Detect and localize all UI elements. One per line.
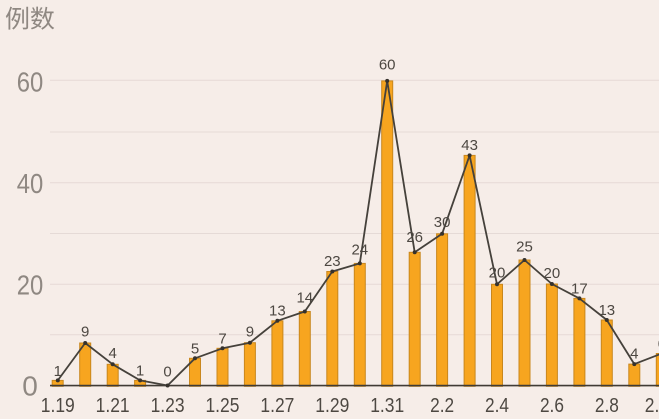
svg-text:20: 20 — [544, 265, 561, 282]
svg-text:1.25: 1.25 — [205, 395, 239, 417]
svg-text:1.29: 1.29 — [315, 395, 349, 417]
svg-text:26: 26 — [406, 229, 423, 246]
svg-text:40: 40 — [17, 168, 44, 199]
svg-text:1.27: 1.27 — [260, 395, 294, 417]
svg-text:14: 14 — [296, 289, 313, 306]
svg-text:0: 0 — [22, 371, 38, 402]
svg-text:4: 4 — [630, 346, 638, 363]
svg-text:24: 24 — [351, 241, 368, 258]
svg-text:1: 1 — [54, 363, 62, 380]
svg-text:1.19: 1.19 — [41, 395, 75, 417]
svg-text:13: 13 — [269, 302, 286, 319]
svg-text:60: 60 — [17, 66, 44, 97]
svg-text:60: 60 — [379, 56, 396, 73]
svg-text:2.10: 2.10 — [645, 395, 659, 417]
svg-text:30: 30 — [434, 214, 451, 231]
svg-text:2.4: 2.4 — [485, 395, 509, 417]
svg-text:43: 43 — [461, 137, 478, 154]
svg-text:0: 0 — [163, 363, 171, 380]
svg-text:20: 20 — [489, 264, 506, 281]
svg-text:6: 6 — [658, 336, 659, 353]
svg-text:1.21: 1.21 — [96, 395, 130, 417]
svg-text:17: 17 — [571, 280, 588, 297]
svg-text:9: 9 — [81, 324, 89, 341]
svg-text:23: 23 — [324, 253, 341, 270]
svg-text:13: 13 — [598, 302, 615, 319]
svg-text:20: 20 — [17, 269, 44, 300]
svg-text:2.8: 2.8 — [595, 395, 619, 417]
svg-text:2.6: 2.6 — [540, 395, 564, 417]
svg-text:1: 1 — [136, 362, 144, 379]
svg-text:4: 4 — [109, 345, 117, 362]
svg-text:5: 5 — [191, 341, 199, 358]
svg-text:9: 9 — [246, 324, 254, 341]
svg-text:25: 25 — [516, 239, 533, 256]
svg-text:7: 7 — [218, 330, 226, 347]
svg-text:1.23: 1.23 — [151, 395, 185, 417]
svg-text:1.31: 1.31 — [370, 395, 404, 417]
svg-text:2.2: 2.2 — [430, 395, 454, 417]
